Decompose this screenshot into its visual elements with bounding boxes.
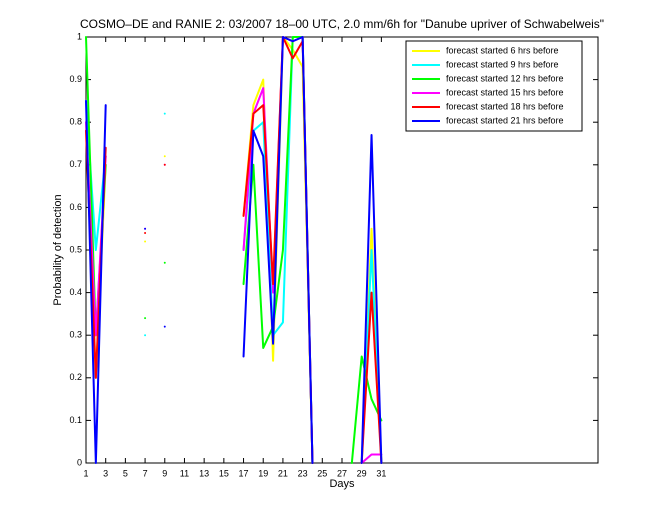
y-tick-label: 0.6 (69, 202, 82, 212)
legend-label: forecast started 21 hrs before (446, 115, 564, 125)
y-tick-label: 0.2 (69, 372, 82, 382)
x-axis-label: Days (329, 478, 355, 490)
series-line (85, 36, 383, 464)
series-line (85, 36, 383, 464)
x-tick-label: 5 (123, 468, 128, 478)
legend-label: forecast started 12 hrs before (446, 73, 564, 83)
legend-label: forecast started 15 hrs before (446, 87, 564, 97)
x-tick-label: 11 (180, 468, 189, 478)
x-tick-label: 3 (103, 468, 108, 478)
legend-box (405, 40, 583, 132)
legend-label: forecast started 6 hrs before (446, 45, 559, 55)
y-tick-label: 0.4 (69, 287, 82, 297)
y-tick-label: 0.8 (69, 117, 82, 127)
x-tick-label: 23 (298, 468, 308, 478)
x-tick-label: 9 (162, 468, 167, 478)
x-tick-label: 29 (357, 468, 367, 478)
y-tick-label: 0.7 (69, 159, 82, 169)
x-tick-label: 21 (278, 468, 288, 478)
series-line (85, 36, 383, 464)
x-tick-label: 1 (83, 468, 88, 478)
x-tick-label: 7 (143, 468, 148, 478)
legend-label: forecast started 18 hrs before (446, 101, 564, 111)
chart-title: COSMO–DE and RANIE 2: 03/2007 18–00 UTC,… (80, 17, 604, 31)
x-tick-label: 27 (337, 468, 347, 478)
x-tick-label: 31 (376, 468, 386, 478)
x-tick-label: 25 (317, 468, 327, 478)
y-tick-label: 0.1 (69, 415, 82, 425)
y-tick-label: 0.9 (69, 74, 82, 84)
y-axis-label: Probability of detection (52, 194, 64, 305)
y-tick-label: 0 (77, 457, 82, 467)
x-tick-label: 13 (199, 468, 209, 478)
x-tick-label: 17 (239, 468, 249, 478)
y-tick-label: 0.5 (69, 244, 82, 254)
x-tick-label: 19 (258, 468, 268, 478)
y-tick-label: 0.3 (69, 330, 82, 340)
legend-label: forecast started 9 hrs before (446, 59, 559, 69)
x-tick-label: 15 (219, 468, 229, 478)
y-tick-label: 1 (77, 31, 82, 41)
